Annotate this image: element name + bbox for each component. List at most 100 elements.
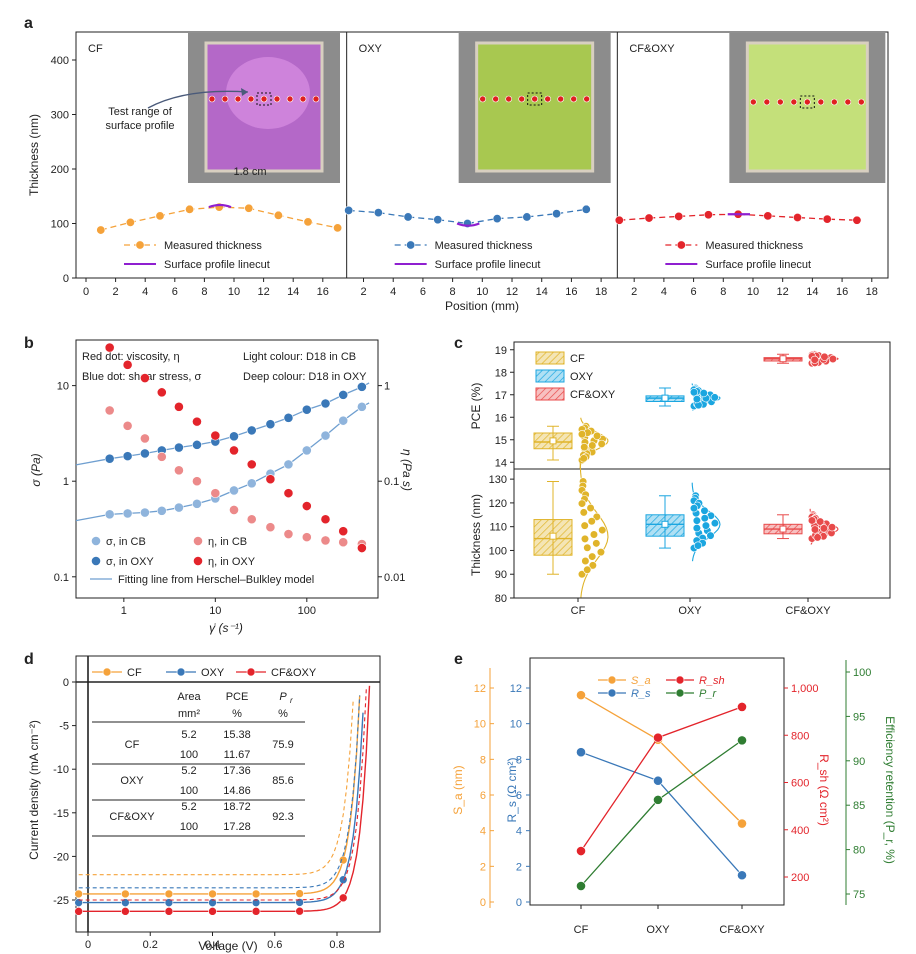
c-data-point	[577, 570, 587, 579]
a-thickness-point	[644, 213, 654, 223]
c-pce-ylabel: PCE (%)	[469, 383, 483, 430]
c-data-point	[813, 533, 822, 542]
b-point	[156, 451, 167, 462]
a-xtick-label: 10	[476, 286, 488, 298]
b-xtick-label: 10	[209, 605, 221, 617]
c-mean	[661, 394, 669, 402]
a-xtick-label: 2	[113, 286, 119, 298]
b-point	[140, 507, 150, 518]
a-ytick-label: 100	[51, 219, 69, 231]
c-mean	[661, 520, 669, 528]
e-pr-label: Efficiency retention (P_r, %)	[883, 716, 897, 864]
d-table-unit: mm²	[178, 708, 200, 720]
d-table-pce: 15.38	[223, 729, 251, 741]
c-data-point	[700, 514, 709, 523]
c-data-point	[581, 556, 590, 566]
e-legend-label: R_s	[631, 688, 651, 700]
b-point	[104, 453, 115, 464]
a-thickness-point	[852, 215, 862, 225]
e-sa-tick-label: 6	[480, 790, 486, 802]
e-series-point	[576, 747, 586, 758]
b-point	[104, 509, 115, 520]
e-rsh-tick-label: 600	[791, 778, 809, 790]
b-point	[122, 420, 133, 431]
b-point	[265, 522, 276, 533]
d-jv-point	[338, 893, 348, 903]
b-legend-label: η, in OXY	[208, 556, 256, 568]
a-thickness-point	[403, 212, 413, 222]
c-data-point	[587, 517, 596, 526]
a-photo-test-point	[518, 95, 525, 103]
b-ytick-left-label: 1	[63, 476, 69, 488]
a-ytick-label: 400	[51, 55, 69, 67]
b-ylabel-right: η (Pa s)	[400, 449, 414, 491]
e-xtick-label: CF&OXY	[719, 924, 765, 936]
a-photo-test-point	[299, 95, 307, 103]
c-data-point	[597, 439, 606, 449]
b-point	[122, 508, 133, 519]
a-thickness-point	[763, 211, 773, 221]
a-xtick-label: 0	[83, 286, 89, 298]
a-thickness-point	[793, 213, 803, 223]
c-data-point	[819, 524, 829, 533]
d-ytick-label: -15	[53, 808, 69, 820]
b-ytick-right-label: 0.01	[384, 572, 405, 584]
d-legend-marker	[176, 667, 186, 677]
e-xtick-label: CF	[574, 924, 589, 936]
a-ytick-label: 300	[51, 110, 69, 122]
a-legend-label: Surface profile linecut	[435, 259, 541, 271]
b-point	[338, 389, 349, 400]
b-ytick-right-label: 1	[384, 381, 390, 393]
b-point	[301, 445, 312, 456]
a-photo-test-point	[544, 95, 551, 103]
a-photo-test-point	[763, 98, 771, 106]
a-xtick-label: 4	[390, 286, 396, 298]
a-thickness-point	[373, 208, 383, 218]
b-xlabel: γ̇ (s⁻¹)	[209, 621, 243, 635]
e-series-point	[576, 881, 586, 891]
a-thickness-point	[552, 209, 562, 219]
c-legend-swatch	[535, 369, 565, 383]
e-rsh-tick-label: 800	[791, 730, 809, 742]
a-xtick-label: 4	[661, 286, 667, 298]
d-jv-point	[295, 906, 304, 916]
b-point	[229, 485, 239, 496]
c-thk-ytick-label: 110	[489, 522, 507, 534]
e-rs-tick-label: 6	[516, 790, 522, 802]
d-jv-point	[74, 898, 83, 907]
a-xtick-label: 6	[691, 286, 697, 298]
a-thickness-point	[185, 204, 195, 214]
c-data-point	[828, 354, 838, 364]
e-pr-tick-label: 95	[853, 711, 865, 723]
c-legend-label: CF&OXY	[570, 389, 616, 401]
d-table-pr: 92.3	[272, 811, 293, 823]
d-ytick-label: -5	[59, 721, 69, 733]
e-legend-marker	[607, 675, 617, 685]
d-jv-point	[121, 907, 130, 916]
a-xtick-label: 16	[836, 286, 848, 298]
c-data-point	[588, 552, 597, 561]
d-jv-curve	[78, 685, 371, 912]
b-fit-line	[75, 402, 370, 522]
b-point	[229, 445, 239, 456]
b-ylabel-left: σ (Pa)	[29, 453, 43, 486]
c-pce-ytick-label: 17	[495, 390, 507, 402]
e-rs-tick-label: 8	[516, 754, 522, 766]
c-data-point	[583, 565, 592, 574]
e-rs-tick-label: 0	[516, 897, 522, 909]
e-pr-tick-label: 75	[853, 889, 865, 901]
d-jv-point	[251, 898, 261, 907]
a-annotation: surface profile	[105, 120, 174, 132]
d-table-pce: 14.86	[223, 785, 251, 797]
e-series-point	[576, 846, 586, 856]
c-data-point	[598, 525, 607, 535]
e-rs-tick-label: 12	[510, 683, 522, 695]
e-pr-tick-label: 80	[853, 845, 865, 857]
panel-label-a: a	[24, 15, 33, 32]
c-data-point	[593, 431, 602, 440]
c-data-point	[689, 504, 699, 513]
d-legend-marker	[102, 667, 112, 677]
c-data-point	[693, 541, 703, 550]
d-jv-point	[251, 889, 261, 899]
